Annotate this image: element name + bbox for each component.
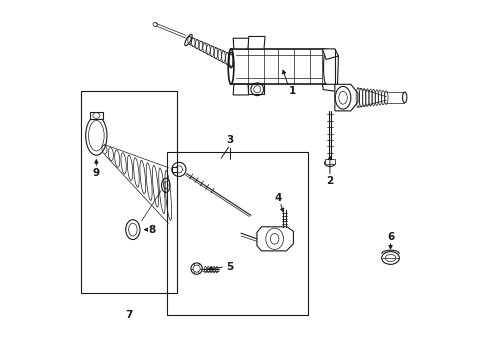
Polygon shape [334, 84, 357, 111]
Text: 6: 6 [386, 232, 393, 242]
Polygon shape [233, 38, 249, 49]
Polygon shape [233, 84, 248, 95]
Polygon shape [256, 227, 293, 251]
Text: 3: 3 [226, 135, 233, 145]
Polygon shape [322, 84, 336, 91]
Bar [81, 91, 177, 293]
Text: 1: 1 [288, 86, 295, 96]
Text: 9: 9 [93, 168, 100, 178]
Polygon shape [247, 84, 264, 94]
Polygon shape [247, 36, 264, 49]
Ellipse shape [381, 252, 399, 264]
Text: 5: 5 [225, 262, 233, 272]
Text: 7: 7 [125, 310, 133, 320]
Bar [166, 152, 307, 315]
Polygon shape [171, 167, 177, 172]
Polygon shape [325, 159, 334, 164]
Bar [90, 112, 102, 119]
Ellipse shape [324, 159, 335, 167]
Text: 4: 4 [274, 193, 281, 203]
Polygon shape [322, 49, 338, 59]
Text: 8: 8 [148, 225, 156, 235]
Text: 2: 2 [325, 176, 333, 186]
